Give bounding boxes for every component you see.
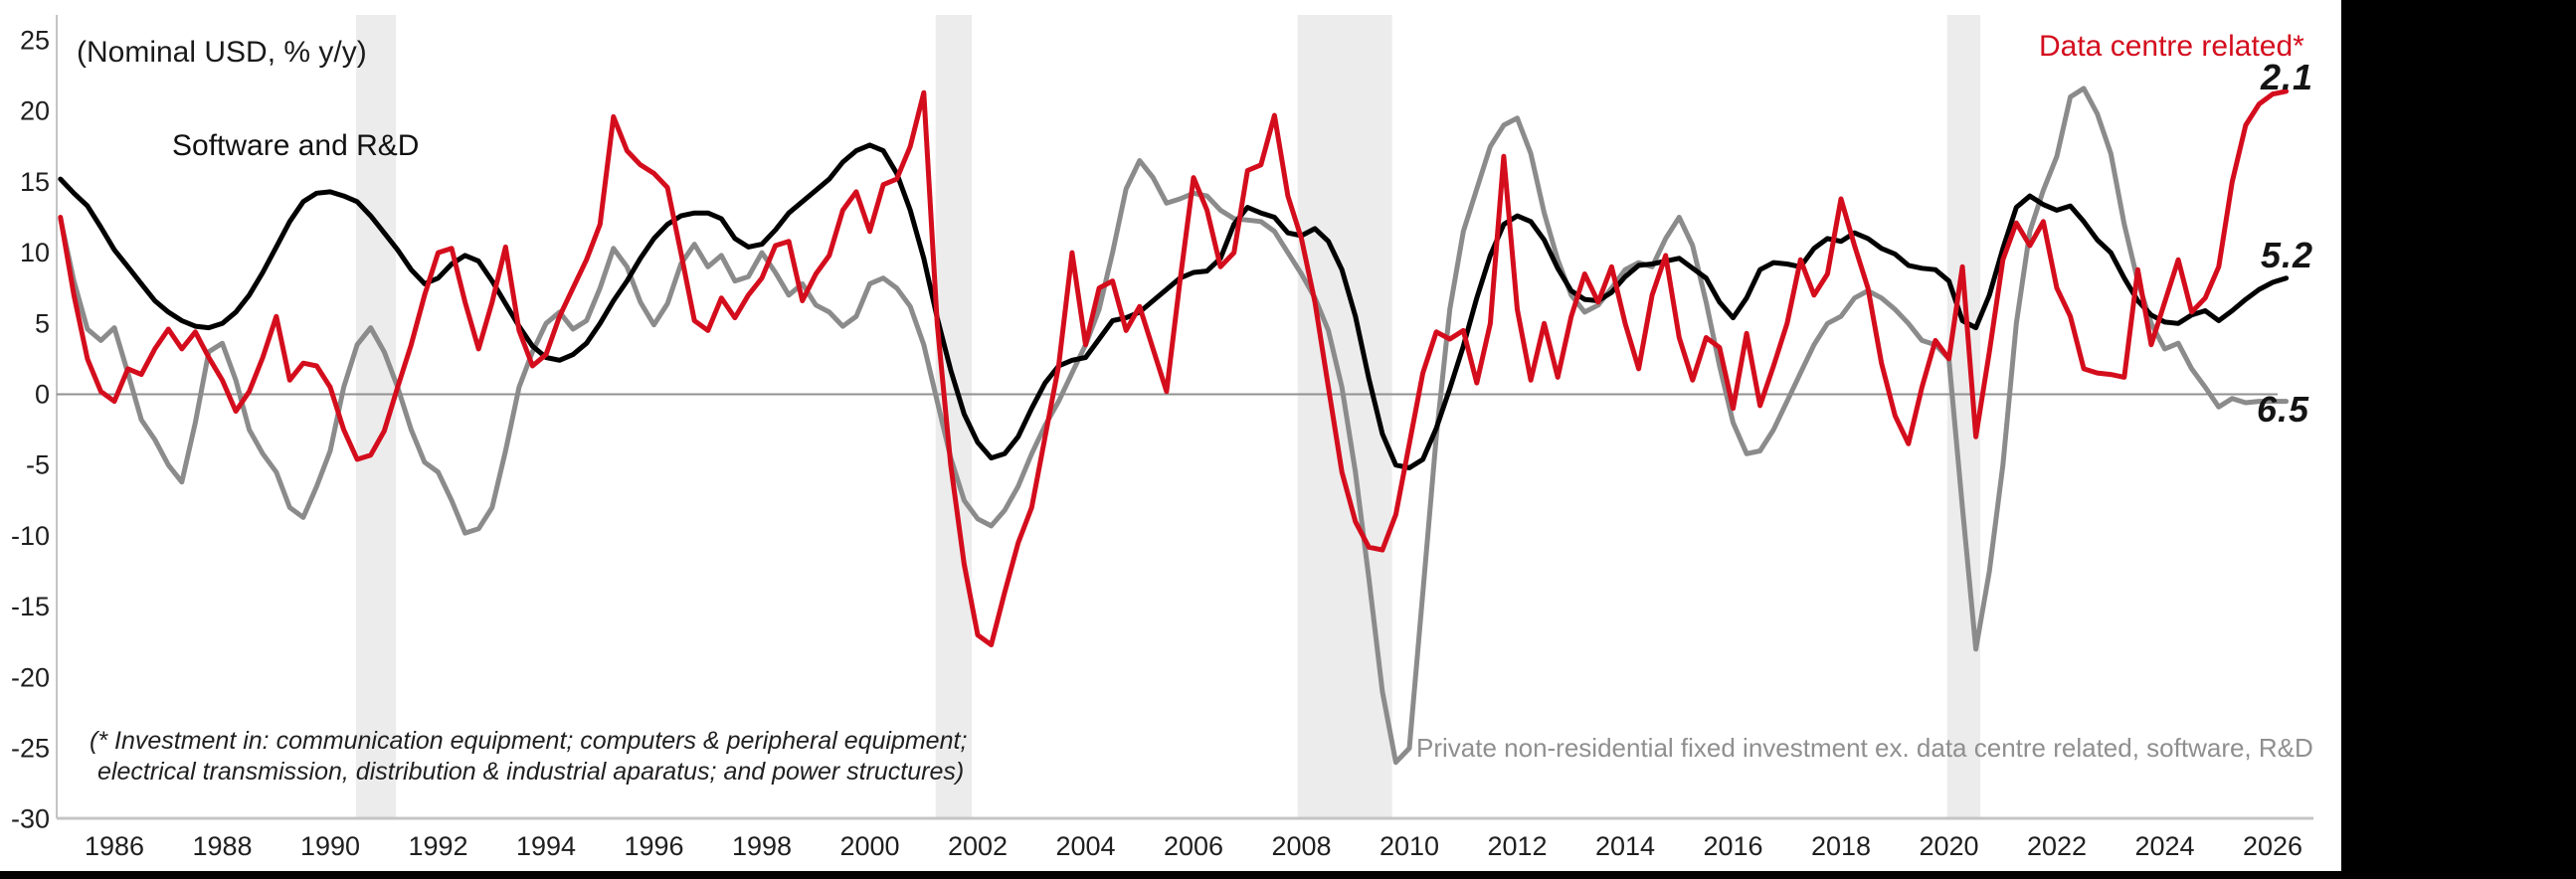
end-value-label-red: 2.1 — [2261, 57, 2314, 97]
series-line-data-centre — [58, 88, 2290, 647]
x-tick-label: 2004 — [1055, 831, 1115, 861]
x-tick-label: 2002 — [948, 831, 1008, 861]
series-line-private-nonres — [58, 86, 2290, 766]
y-tick-label: 10 — [20, 238, 50, 267]
right-black-panel — [2341, 0, 2576, 879]
x-tick-label: 2012 — [1487, 831, 1547, 861]
x-tick-label: 1988 — [192, 831, 252, 861]
x-tick-label: 2026 — [2243, 831, 2302, 861]
y-tick-label: -5 — [26, 450, 50, 480]
bottom-black-bar — [0, 871, 2576, 879]
y-tick-label: -30 — [11, 804, 50, 834]
series-label-private-nonres: Private non-residential fixed investment… — [1416, 733, 2313, 763]
footnote-line-1: (* Investment in: communication equipmen… — [90, 727, 968, 755]
y-tick-label: -25 — [11, 734, 50, 764]
x-tick-label: 1992 — [408, 831, 467, 861]
x-tick-label: 2006 — [1164, 831, 1223, 861]
x-tick-label: 2018 — [1811, 831, 1871, 861]
y-tick-label: 5 — [35, 308, 50, 338]
y-tick-label: -15 — [11, 592, 50, 621]
x-tick-label: 1994 — [516, 831, 576, 861]
x-tick-label: 2020 — [1919, 831, 1978, 861]
y-tick-label: -20 — [11, 662, 50, 692]
y-tick-label: 15 — [20, 167, 50, 197]
y-tick-label: -10 — [11, 521, 50, 551]
x-tick-label: 2024 — [2134, 831, 2194, 861]
y-tick-label: 20 — [20, 96, 50, 126]
x-tick-label: 2014 — [1595, 831, 1655, 861]
end-value-label-gray: 6.5 — [2257, 389, 2310, 430]
x-tick-label: 2016 — [1703, 831, 1762, 861]
x-tick-label: 1986 — [85, 831, 144, 861]
x-tick-label: 2022 — [2027, 831, 2087, 861]
y-tick-label: 0 — [35, 380, 50, 410]
end-value-label-black: 5.2 — [2261, 235, 2314, 275]
footnote-line-2: electrical transmission, distribution & … — [97, 758, 965, 786]
x-tick-label: 1990 — [300, 831, 360, 861]
units-note: (Nominal USD, % y/y) — [77, 36, 367, 69]
series-label-software-rd: Software and R&D — [172, 129, 420, 162]
x-tick-label: 1996 — [624, 831, 683, 861]
y-tick-label: 25 — [20, 26, 50, 56]
x-tick-label: 2000 — [839, 831, 899, 861]
x-tick-label: 1998 — [732, 831, 792, 861]
x-tick-label: 2008 — [1271, 831, 1331, 861]
x-tick-label: 2010 — [1380, 831, 1439, 861]
series-label-data-centre: Data centre related* — [2039, 30, 2304, 63]
